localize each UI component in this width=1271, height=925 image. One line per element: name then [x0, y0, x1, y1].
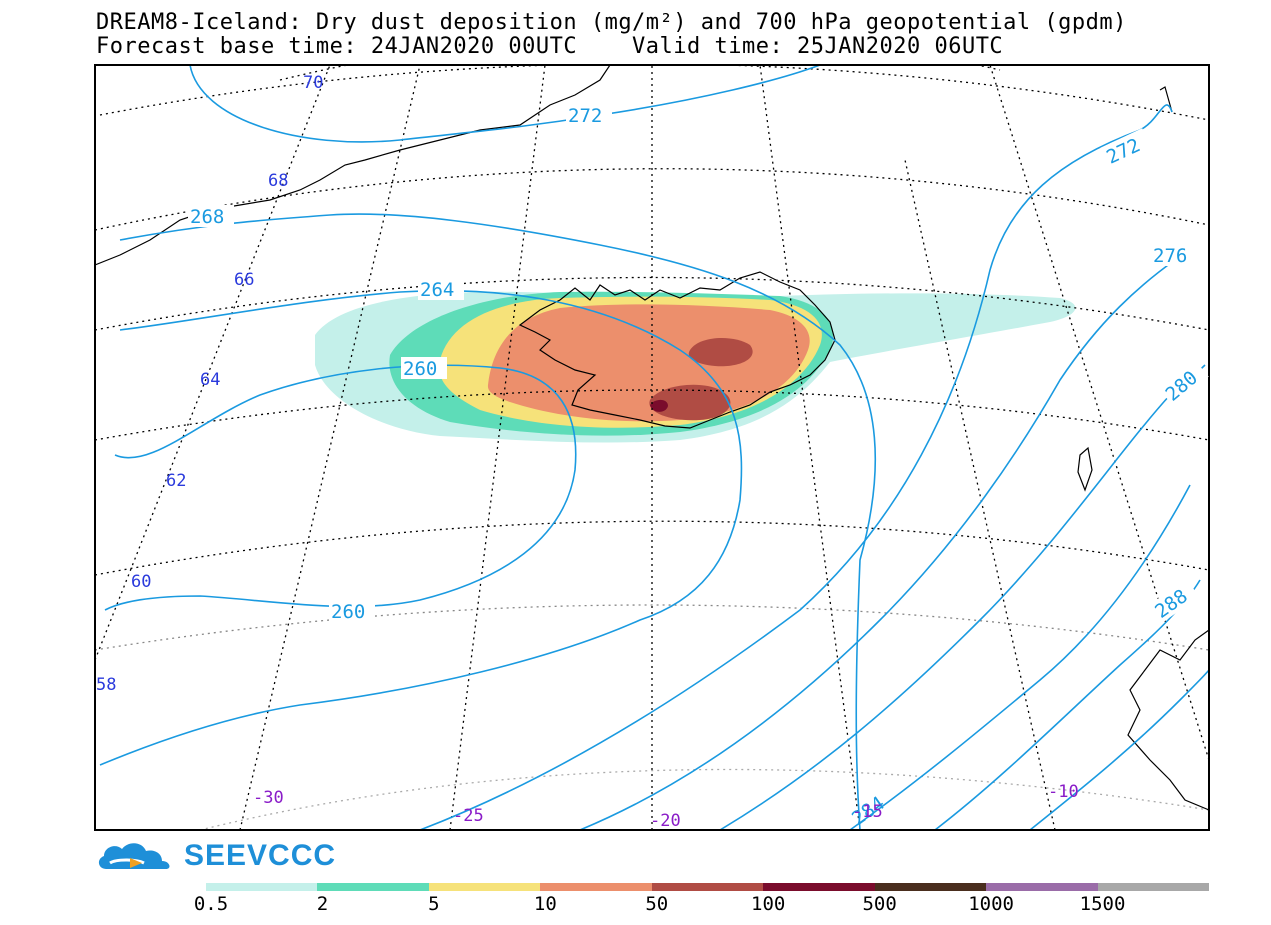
longitude-line-15: [759, 65, 861, 830]
chart-subtitle: Forecast base time: 24JAN2020 00UTC Vali…: [96, 34, 1004, 59]
faroe-coastline: [1077, 446, 1093, 492]
legend-swatch: [428, 883, 541, 891]
seevccc-logo: SEEVCCC: [96, 838, 336, 874]
chart-title: DREAM8-Iceland: Dry dust deposition (mg/…: [96, 10, 1127, 35]
legend-swatch: [763, 883, 875, 891]
latitude-label-62: 62: [166, 471, 186, 491]
legend-label: 50: [645, 893, 669, 915]
iceland-coastline: [518, 271, 836, 429]
longitude-label-minus10: -10: [1048, 782, 1079, 802]
legend-label: 2: [316, 893, 329, 915]
legend-swatch: [317, 883, 429, 891]
contour-280: [719, 364, 1206, 830]
longitude-line-5: [989, 65, 1209, 761]
color-legend: [206, 883, 1209, 891]
legend-swatch: [651, 883, 764, 891]
legend-label: 500: [862, 893, 897, 915]
latitude-label-68: 68: [268, 171, 288, 191]
map-frame: [94, 64, 1210, 831]
legend-label: 1500: [1079, 893, 1126, 915]
contour-labels: 272 272 268 264 260 260 276 280 288 284: [188, 104, 1209, 830]
longitude-labels: -30 -25 -20 -15 -10: [253, 782, 1079, 831]
coastlines: [95, 65, 1209, 811]
contour-label: 264: [420, 279, 454, 301]
graticule: [95, 65, 1209, 830]
latitude-line-62: [95, 389, 1209, 441]
longitude-label-minus15: -15: [852, 802, 883, 822]
longitude-label-minus30: -30: [253, 788, 284, 808]
scotland-coastline: [1127, 629, 1209, 811]
contour-284: [849, 484, 1191, 830]
longitude-line-25: [449, 65, 546, 830]
contour-label: 260: [331, 601, 365, 623]
latitude-label-60: 60: [131, 572, 151, 592]
latitude-label-64: 64: [200, 370, 220, 390]
contour-272-north: [189, 65, 821, 143]
legend-label: 10: [533, 893, 557, 915]
longitude-line-10: [904, 159, 1056, 830]
latitude-label-70: 70: [303, 73, 323, 93]
latitude-line-66: [95, 168, 1209, 231]
greenland-coastline: [95, 65, 611, 266]
contour-264: [99, 289, 743, 766]
logo-text: SEEVCCC: [184, 839, 337, 872]
dust-level-50-north: [688, 338, 753, 367]
latitude-line-60: [95, 520, 1209, 576]
latitude-line-70: [279, 65, 1001, 81]
longitude-label-minus20: -20: [650, 811, 681, 831]
dust-level-10: [487, 304, 810, 422]
contour-276: [579, 259, 1176, 830]
legend-swatch: [540, 883, 652, 891]
legend-swatch: [986, 883, 1098, 891]
latitude-line-58: [95, 604, 1209, 651]
dust-level-50: [649, 384, 731, 421]
longitude-line-30: [239, 65, 421, 830]
contour-label: 260: [403, 358, 437, 380]
longitude-line-35: [95, 65, 331, 661]
legend-swatch: [874, 883, 987, 891]
norway-coastline: [1159, 86, 1173, 113]
latitude-line-56: [199, 768, 1209, 830]
contour-268: [119, 213, 877, 830]
legend-label: 100: [751, 893, 786, 915]
legend-label: 5: [428, 893, 440, 915]
dust-level-100: [650, 399, 668, 412]
latitude-line-64: [95, 276, 1209, 331]
contour-label: 268: [190, 206, 224, 228]
latitude-label-58: 58: [96, 675, 116, 695]
contour-292: [1029, 669, 1209, 830]
legend-label: 0.5: [193, 893, 229, 915]
contour-label: 276: [1153, 245, 1187, 267]
latitude-label-66: 66: [234, 270, 254, 290]
legend-swatch: [1097, 883, 1209, 891]
contour-260: [104, 364, 577, 611]
latitude-labels: 70 68 66 64 62 60 58: [96, 73, 323, 695]
contour-label: 272: [568, 105, 602, 127]
legend-label: 1000: [968, 893, 1014, 915]
dust-deposition-field: [315, 291, 1076, 443]
legend-swatch: [206, 883, 318, 891]
longitude-label-minus25: -25: [453, 806, 484, 826]
cloud-arrow-logo-icon: [98, 843, 170, 869]
geopotential-contours: [99, 65, 1209, 830]
latitude-line-68: [99, 65, 1209, 121]
